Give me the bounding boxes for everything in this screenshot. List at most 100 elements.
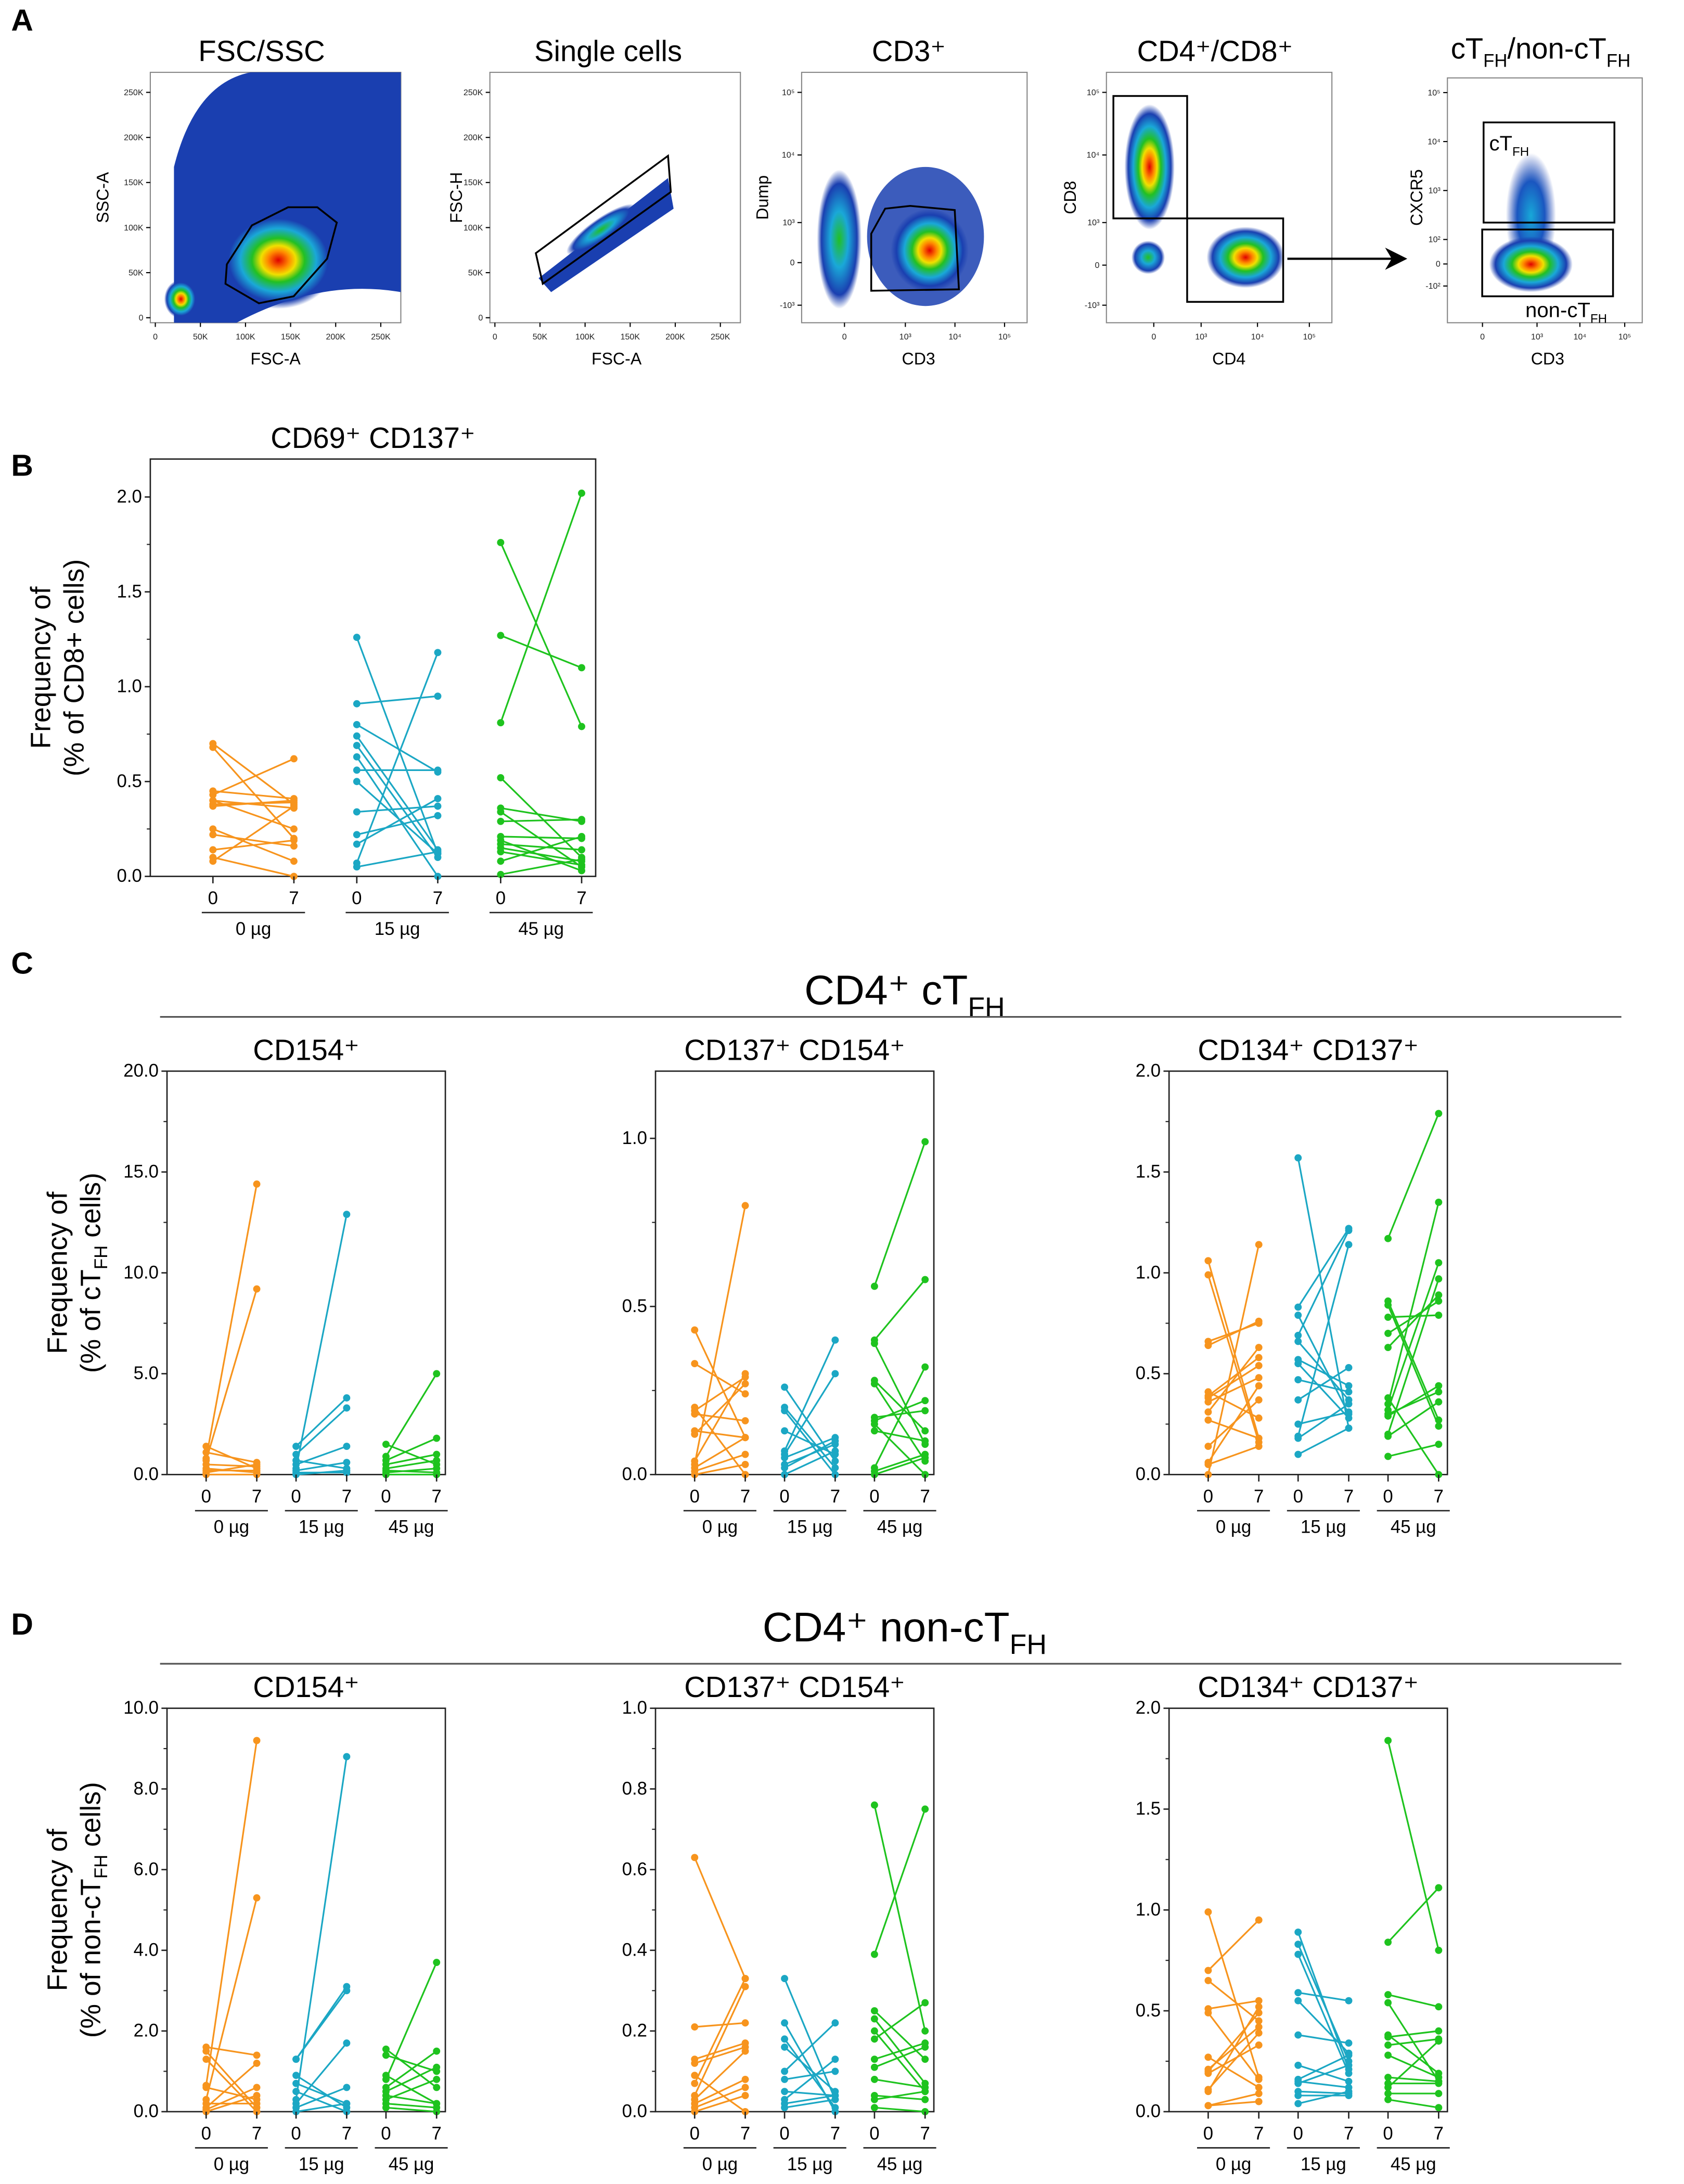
flow-x-tick-label: 10⁴ xyxy=(1251,332,1264,341)
data-point-day7 xyxy=(434,802,442,810)
data-point-day0 xyxy=(870,1950,878,1958)
paired-line xyxy=(694,2050,746,2100)
flow-x-tick-label: 10³ xyxy=(899,332,912,341)
paired-line xyxy=(783,1407,836,1469)
paired-line xyxy=(1207,1911,1260,2078)
flow-x-tick-label: 0 xyxy=(493,332,497,341)
data-point-day7 xyxy=(1345,2088,1353,2096)
x-tick-label: 7 xyxy=(740,2124,750,2143)
chart-ctfh-cd154: CD154⁺ 0.0 5.0 10.0 15.0 20.0 Frequency of (% o… xyxy=(42,1034,448,1537)
y-axis-label: Frequency of xyxy=(42,1829,73,1991)
flow-xlabel: CD3 xyxy=(902,350,935,368)
paired-line xyxy=(385,1962,438,2080)
data-point-day0 xyxy=(292,1443,300,1450)
data-point-day7 xyxy=(1435,1291,1443,1299)
paired-line xyxy=(874,1454,925,1472)
paired-line xyxy=(205,2095,258,2113)
data-point-day0 xyxy=(870,2015,878,2023)
paired-line xyxy=(385,1469,437,1474)
data-point-day0 xyxy=(382,2075,390,2083)
data-point-day7 xyxy=(433,1959,441,1967)
paired-line xyxy=(1297,2090,1349,2105)
y-axis-label-part: cells) xyxy=(76,1782,107,1855)
flow-x-tick-label: 10⁴ xyxy=(1574,332,1587,341)
paired-line xyxy=(1297,2000,1349,2054)
y-tick-label: 2.0 xyxy=(134,2021,159,2041)
data-point-day0 xyxy=(1204,2053,1212,2061)
group-label: 15 µg xyxy=(787,2154,833,2174)
flow-y-tick-label: 0 xyxy=(139,313,144,323)
paired-line xyxy=(295,1445,347,1466)
paired-line xyxy=(784,1450,836,1475)
x-tick-label: 0 xyxy=(1203,1487,1213,1507)
data-point-day0 xyxy=(781,2075,789,2083)
flow-x-tick-label: 10³ xyxy=(1531,332,1544,341)
data-point-day0 xyxy=(1294,2100,1302,2108)
data-point-day0 xyxy=(781,1407,789,1415)
paired-line xyxy=(694,2074,746,2113)
y-tick-label: 0.5 xyxy=(622,1296,647,1316)
group-label: 0 µg xyxy=(214,2154,249,2174)
data-point-day0 xyxy=(1384,2033,1392,2041)
data-point-day0 xyxy=(781,2104,789,2112)
flow-y-tick-label: 150K xyxy=(464,178,483,187)
paired-line xyxy=(1387,2040,1439,2088)
data-point-day7 xyxy=(921,2055,929,2063)
data-point-day7 xyxy=(741,1380,749,1388)
paired-line xyxy=(205,1289,258,1461)
flow-x-ticks: 0 10³ 10⁴ 10⁵ xyxy=(842,323,1011,341)
data-point-day0 xyxy=(1384,2096,1392,2103)
data-point-day0 xyxy=(353,732,361,740)
flow-frame xyxy=(489,71,741,324)
data-point-day0 xyxy=(292,2072,300,2079)
data-point-day0 xyxy=(1294,2091,1302,2099)
data-point-day7 xyxy=(343,2100,351,2108)
data-point-day0 xyxy=(353,753,361,761)
data-point-day7 xyxy=(290,796,298,804)
paired-line xyxy=(1297,2064,1349,2083)
paired-line xyxy=(1207,1377,1259,1403)
data-point-day7 xyxy=(921,2096,929,2103)
paired-line xyxy=(385,1437,437,1461)
paired-line xyxy=(385,2102,437,2109)
paired-line xyxy=(1207,1322,1259,1342)
paired-line xyxy=(693,1373,746,1462)
data-point-day0 xyxy=(1294,1312,1302,1319)
paired-line xyxy=(1207,1244,1260,1475)
series-15g xyxy=(353,634,442,880)
y-tick-label: 8.0 xyxy=(134,1779,159,1798)
x-tick-label: 0 xyxy=(690,2124,700,2143)
paired-line xyxy=(1297,1403,1349,1439)
y-tick-label: 0.5 xyxy=(117,772,142,791)
paired-line xyxy=(295,1461,347,1472)
data-point-day0 xyxy=(497,870,505,878)
flow-y-tick-label: 10³ xyxy=(1429,186,1441,196)
data-point-day0 xyxy=(1384,2090,1392,2098)
flow-title: cTFH/non-cTFH xyxy=(1451,32,1631,71)
paired-line xyxy=(1387,2030,1439,2038)
series-0g xyxy=(691,1202,749,1479)
paired-line xyxy=(1387,2054,1439,2078)
data-point-day0 xyxy=(497,719,505,727)
paired-line xyxy=(205,1740,258,2086)
data-point-day7 xyxy=(434,766,442,774)
x-tick-label: 7 xyxy=(433,889,443,908)
paired-line xyxy=(784,1440,836,1469)
gate-polygon xyxy=(870,204,960,292)
data-point-day0 xyxy=(353,840,361,848)
data-point-day7 xyxy=(253,1460,261,1468)
data-point-day7 xyxy=(921,2027,929,2035)
section-title-non-ctfh: CD4⁺ non-cTFH xyxy=(763,1604,1047,1660)
flow-x-tick-label: 100K xyxy=(575,332,595,341)
data-point-day7 xyxy=(1255,2098,1263,2105)
data-point-day7 xyxy=(831,1336,839,1344)
chart-non-ctfh-cd154: CD154⁺ 0.0 2.0 4.0 6.0 8.0 10.0 Frequency of (% … xyxy=(42,1671,448,2174)
x-tick-label: 7 xyxy=(920,1487,930,1507)
paired-line xyxy=(1387,1887,1439,1943)
paired-line xyxy=(356,798,439,845)
y-axis-label-part: cells) xyxy=(76,1173,107,1245)
paired-line xyxy=(783,1340,836,1451)
paired-line xyxy=(873,1380,926,1432)
data-point-day7 xyxy=(1345,1382,1353,1390)
paired-line xyxy=(1387,2076,1439,2083)
